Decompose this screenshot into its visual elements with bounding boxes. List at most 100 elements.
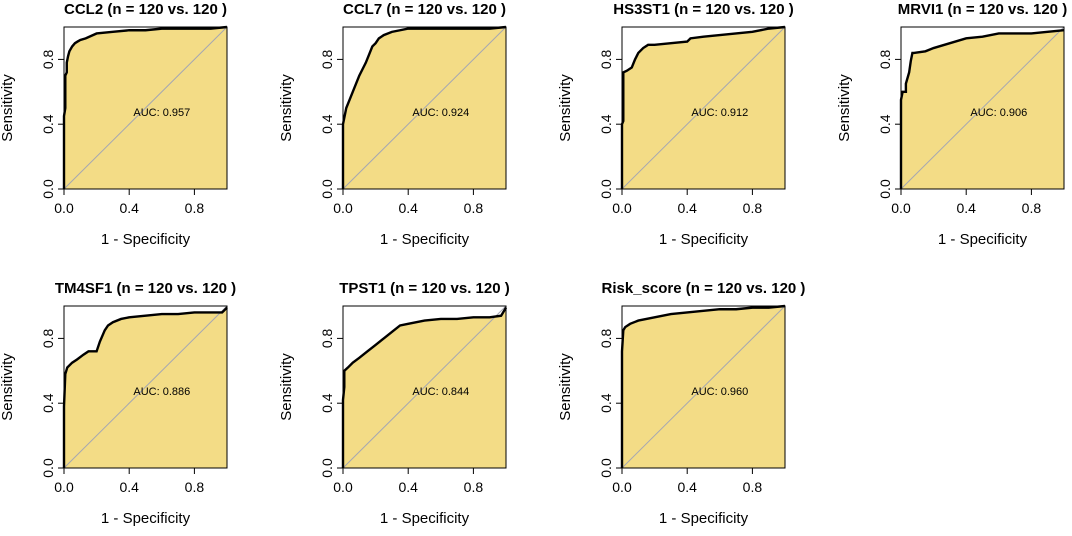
- roc-panel-ccl2: 0.0 0.4 0.8 0.0 0.4 0.8 CCL2 (n = 120 vs. 120 …: [0, 1, 228, 248]
- chart-title: CCL7 (n = 120 vs. 120 ): [343, 1, 506, 18]
- x-tick-label: 0.4: [119, 200, 139, 216]
- y-axis-label: Sensitivity: [557, 353, 574, 421]
- chart-title: Risk_score (n = 120 vs. 120 ): [602, 280, 806, 297]
- auc-label: AUC: 0.886: [133, 386, 190, 398]
- roc-curve: [62, 306, 228, 468]
- plot-frame: [342, 26, 507, 190]
- roc-panel-tpst1: 0.0 0.4 0.8 0.0 0.4 0.8 TPST1 (n = 120 vs. 120…: [278, 280, 510, 527]
- plot-frame: [621, 305, 786, 469]
- y-axis-label: Sensitivity: [278, 353, 295, 421]
- auc-label: AUC: 0.957: [133, 107, 190, 119]
- x-axis-label: 1 - Specificity: [380, 510, 470, 527]
- plot-frame: [621, 26, 786, 190]
- plot-frame: [63, 26, 228, 190]
- x-axis-label: 1 - Specificity: [380, 231, 470, 248]
- y-tick-label: 0.8: [319, 328, 335, 348]
- plot-frame: [342, 305, 507, 469]
- x-tick-label: 0.8: [1022, 200, 1042, 216]
- y-tick-label: 0.4: [598, 114, 614, 134]
- y-tick-label: 0.4: [40, 114, 56, 134]
- x-tick-label: 0.4: [956, 200, 976, 216]
- plot-frame: [63, 305, 228, 469]
- x-axis-label: 1 - Specificity: [938, 231, 1028, 248]
- x-tick-label: 0.0: [612, 479, 632, 495]
- x-axis-label: 1 - Specificity: [659, 231, 749, 248]
- x-axis-label: 1 - Specificity: [101, 231, 191, 248]
- roc-curve: [341, 25, 507, 189]
- x-tick-label: 0.0: [54, 479, 74, 495]
- y-tick-label: 0.8: [877, 49, 893, 69]
- chance-diagonal: [900, 26, 1065, 190]
- x-tick-label: 0.8: [185, 479, 205, 495]
- chance-diagonal: [342, 305, 507, 469]
- plot-frame: [900, 26, 1065, 190]
- chart-title: CCL2 (n = 120 vs. 120 ): [64, 1, 227, 18]
- x-tick-label: 0.8: [185, 200, 205, 216]
- roc-curve: [899, 29, 1065, 189]
- roc-panel-mrvi1: 0.0 0.4 0.8 0.0 0.4 0.8 MRVI1 (n = 120 vs. 120…: [836, 1, 1067, 248]
- x-axis-label: 1 - Specificity: [101, 510, 191, 527]
- y-axis-label: Sensitivity: [278, 74, 295, 142]
- x-tick-label: 0.4: [119, 479, 139, 495]
- y-tick-label: 0.8: [598, 328, 614, 348]
- chart-title: TPST1 (n = 120 vs. 120 ): [339, 280, 510, 297]
- auc-label: AUC: 0.924: [412, 107, 469, 119]
- y-axis-label: Sensitivity: [0, 353, 16, 421]
- chance-diagonal: [63, 305, 228, 469]
- y-tick-label: 0.4: [319, 393, 335, 413]
- roc-panel-ccl7: 0.0 0.4 0.8 0.0 0.4 0.8 CCL7 (n = 120 vs. 120 …: [278, 1, 507, 248]
- y-axis-label: Sensitivity: [0, 74, 16, 142]
- chance-diagonal: [621, 26, 786, 190]
- x-tick-label: 0.4: [398, 479, 418, 495]
- x-tick-label: 0.0: [333, 200, 353, 216]
- auc-label: AUC: 0.960: [691, 386, 748, 398]
- auc-label: AUC: 0.912: [691, 107, 748, 119]
- chance-diagonal: [621, 305, 786, 469]
- chance-diagonal: [63, 26, 228, 190]
- x-tick-label: 0.4: [677, 200, 697, 216]
- auc-label: AUC: 0.844: [412, 386, 469, 398]
- y-tick-label: 0.0: [40, 458, 56, 478]
- y-tick-label: 0.0: [40, 179, 56, 199]
- chance-diagonal: [342, 26, 507, 190]
- auc-label: AUC: 0.906: [970, 107, 1027, 119]
- y-tick-label: 0.0: [319, 458, 335, 478]
- y-tick-label: 0.0: [598, 458, 614, 478]
- chart-title: HS3ST1 (n = 120 vs. 120 ): [613, 1, 794, 18]
- x-tick-label: 0.8: [464, 200, 484, 216]
- roc-curve: [62, 25, 228, 189]
- x-tick-label: 0.0: [54, 200, 74, 216]
- roc-curve: [620, 304, 786, 468]
- x-tick-label: 0.0: [612, 200, 632, 216]
- roc-curve: [341, 306, 508, 468]
- y-tick-label: 0.4: [877, 114, 893, 134]
- y-tick-label: 0.8: [598, 49, 614, 69]
- chart-title: MRVI1 (n = 120 vs. 120 ): [898, 1, 1067, 18]
- y-axis-label: Sensitivity: [557, 74, 574, 142]
- y-tick-label: 0.4: [40, 393, 56, 413]
- auc-area: [901, 30, 1064, 189]
- x-tick-label: 0.0: [891, 200, 911, 216]
- y-tick-label: 0.8: [40, 328, 56, 348]
- roc-panel-risk_score: 0.0 0.4 0.8 0.0 0.4 0.8 Risk_score (n = 120 vs…: [557, 280, 805, 527]
- y-tick-label: 0.8: [40, 49, 56, 69]
- y-tick-label: 0.0: [319, 179, 335, 199]
- x-tick-label: 0.8: [743, 479, 763, 495]
- roc-panel-hs3st1: 0.0 0.4 0.8 0.0 0.4 0.8 HS3ST1 (n = 120 vs. 12…: [557, 1, 794, 248]
- chart-title: TM4SF1 (n = 120 vs. 120 ): [55, 280, 236, 297]
- x-axis-label: 1 - Specificity: [659, 510, 749, 527]
- x-tick-label: 0.8: [743, 200, 763, 216]
- roc-curve: [620, 25, 786, 189]
- y-tick-label: 0.0: [598, 179, 614, 199]
- y-tick-label: 0.4: [319, 114, 335, 134]
- y-axis-label: Sensitivity: [836, 74, 853, 142]
- x-tick-label: 0.4: [677, 479, 697, 495]
- roc-panel-tm4sf1: 0.0 0.4 0.8 0.0 0.4 0.8 TM4SF1 (n = 120 vs. 12…: [0, 280, 236, 527]
- y-tick-label: 0.8: [319, 49, 335, 69]
- x-tick-label: 0.8: [464, 479, 484, 495]
- y-tick-label: 0.0: [877, 179, 893, 199]
- y-tick-label: 0.4: [598, 393, 614, 413]
- x-tick-label: 0.0: [333, 479, 353, 495]
- x-tick-label: 0.4: [398, 200, 418, 216]
